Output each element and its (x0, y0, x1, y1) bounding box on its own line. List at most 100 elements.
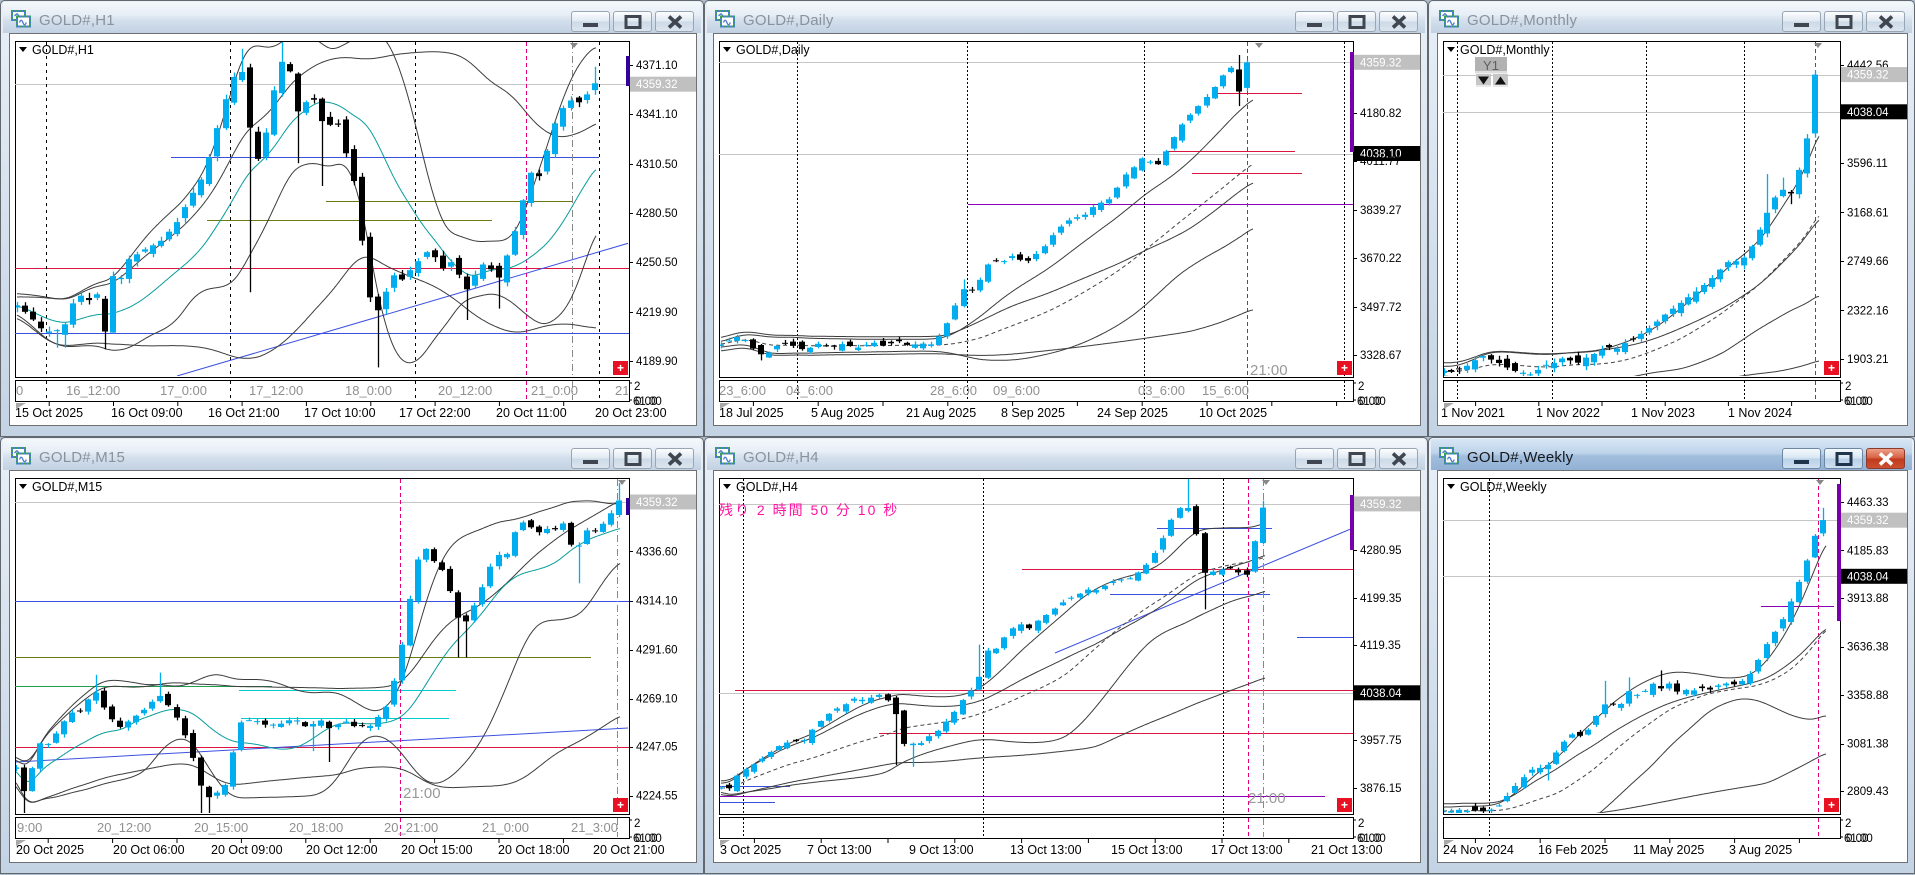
svg-text:0: 0 (16, 383, 23, 398)
svg-text:13 Oct 13:00: 13 Oct 13:00 (1010, 843, 1082, 857)
svg-text:1 Nov 2022: 1 Nov 2022 (1536, 406, 1600, 420)
svg-text:3328.67: 3328.67 (1360, 350, 1402, 362)
svg-text:+: + (1828, 798, 1835, 812)
svg-text:10 Oct 2025: 10 Oct 2025 (1199, 406, 1267, 420)
svg-text:11 May 2025: 11 May 2025 (1633, 843, 1704, 857)
svg-text:3636.38: 3636.38 (1847, 642, 1889, 654)
svg-text:16_12:00: 16_12:00 (66, 383, 120, 398)
svg-text:4359.32: 4359.32 (1360, 499, 1402, 511)
svg-text:4011.77: 4011.77 (1360, 156, 1401, 168)
svg-text:21:00: 21:00 (403, 785, 441, 802)
svg-text:20_12:00: 20_12:00 (438, 383, 492, 398)
svg-text:20 Oct 15:00: 20 Oct 15:00 (401, 843, 473, 857)
svg-text:1 Nov 2023: 1 Nov 2023 (1631, 406, 1695, 420)
svg-text:24 Sep 2025: 24 Sep 2025 (1097, 406, 1168, 420)
svg-text:4359.32: 4359.32 (1847, 515, 1889, 527)
svg-text:Y1: Y1 (1483, 58, 1499, 73)
svg-text:3497.72: 3497.72 (1360, 302, 1402, 314)
svg-text:GOLD#,Weekly: GOLD#,Weekly (1460, 480, 1547, 494)
svg-text:2: 2 (1845, 818, 1851, 830)
svg-text:16 Feb 2025: 16 Feb 2025 (1538, 843, 1608, 857)
svg-text:0.00: 0.00 (1359, 396, 1381, 408)
svg-text:GOLD#,M15: GOLD#,M15 (32, 480, 102, 494)
svg-text:4038.04: 4038.04 (1847, 107, 1889, 119)
svg-text:17_0:00: 17_0:00 (160, 383, 207, 398)
svg-text:61.00: 61.00 (633, 833, 662, 845)
svg-text:18_0:00: 18_0:00 (345, 383, 392, 398)
svg-text:20 Oct 23:00: 20 Oct 23:00 (595, 406, 667, 420)
svg-text:17_12:00: 17_12:00 (249, 383, 303, 398)
svg-text:4336.60: 4336.60 (636, 547, 678, 559)
svg-text:4291.60: 4291.60 (636, 645, 678, 657)
svg-text:20 Oct 21:00: 20 Oct 21:00 (593, 843, 665, 857)
svg-text:15 Oct 13:00: 15 Oct 13:00 (1111, 843, 1183, 857)
svg-text:61.00: 61.00 (1357, 396, 1386, 408)
svg-text:5 Aug 2025: 5 Aug 2025 (811, 406, 874, 420)
svg-text:+: + (617, 361, 624, 375)
svg-text:18 Jul 2025: 18 Jul 2025 (719, 406, 784, 420)
svg-text:GOLD#,H1: GOLD#,H1 (32, 43, 94, 57)
svg-text:4310.50: 4310.50 (636, 159, 678, 171)
svg-text:09_6:00: 09_6:00 (993, 383, 1040, 398)
svg-text:2: 2 (1845, 381, 1851, 393)
svg-text:4269.10: 4269.10 (636, 694, 678, 706)
svg-text:4371.10: 4371.10 (636, 60, 678, 72)
svg-text:20 Oct 11:00: 20 Oct 11:00 (496, 406, 567, 420)
svg-text:20 Oct 12:00: 20 Oct 12:00 (306, 843, 378, 857)
svg-text:21 Oct 13:00: 21 Oct 13:00 (1311, 843, 1383, 857)
svg-text:16 Oct 09:00: 16 Oct 09:00 (111, 406, 183, 420)
svg-text:4250.50: 4250.50 (636, 257, 678, 269)
svg-text:2749.66: 2749.66 (1847, 256, 1889, 268)
svg-text:7 Oct 13:00: 7 Oct 13:00 (807, 843, 872, 857)
svg-text:20_12:00: 20_12:00 (97, 820, 151, 835)
svg-text:4359.32: 4359.32 (636, 497, 678, 509)
svg-text:3081.38: 3081.38 (1847, 739, 1889, 751)
svg-text:16 Oct 21:00: 16 Oct 21:00 (208, 406, 280, 420)
svg-text:0.00: 0.00 (635, 396, 657, 408)
svg-text:0.00: 0.00 (1846, 833, 1868, 845)
svg-text:9:00: 9:00 (17, 820, 42, 835)
svg-text:3 Aug 2025: 3 Aug 2025 (1729, 843, 1792, 857)
svg-text:61.00: 61.00 (1844, 396, 1873, 408)
svg-text:04_6:00: 04_6:00 (786, 383, 833, 398)
svg-text:2: 2 (634, 381, 640, 393)
svg-text:4247.05: 4247.05 (636, 742, 678, 754)
svg-text:2322.16: 2322.16 (1847, 306, 1889, 318)
svg-text:3876.15: 3876.15 (1360, 783, 1402, 795)
svg-text:4314.10: 4314.10 (636, 596, 678, 608)
svg-text:20 Oct 09:00: 20 Oct 09:00 (211, 843, 283, 857)
svg-text:1903.21: 1903.21 (1847, 354, 1889, 366)
svg-text:4038.10: 4038.10 (1360, 149, 1402, 161)
svg-text:15 Oct 2025: 15 Oct 2025 (15, 406, 83, 420)
svg-text:3 Oct 2025: 3 Oct 2025 (720, 843, 781, 857)
svg-text:0.00: 0.00 (635, 833, 657, 845)
svg-text:4280.95: 4280.95 (1360, 545, 1402, 557)
svg-text:+: + (1341, 361, 1348, 375)
svg-text:28_6:00: 28_6:00 (930, 383, 977, 398)
svg-text:21_0:00: 21_0:00 (531, 383, 578, 398)
svg-text:20_15:00: 20_15:00 (194, 820, 248, 835)
svg-text:3913.88: 3913.88 (1847, 593, 1889, 605)
svg-text:GOLD#,Daily: GOLD#,Daily (736, 43, 810, 57)
svg-text:4224.55: 4224.55 (636, 791, 678, 803)
svg-text:4341.10: 4341.10 (636, 109, 678, 121)
svg-text:GOLD#,H4: GOLD#,H4 (736, 480, 798, 494)
svg-text:1 Nov 2024: 1 Nov 2024 (1728, 406, 1792, 420)
svg-text:4463.33: 4463.33 (1847, 497, 1889, 509)
svg-text:4180.82: 4180.82 (1360, 108, 1402, 120)
svg-text:21 Aug 2025: 21 Aug 2025 (906, 406, 976, 420)
svg-text:2809.43: 2809.43 (1847, 786, 1889, 798)
svg-text:4359.32: 4359.32 (1847, 70, 1889, 82)
svg-text:4280.50: 4280.50 (636, 208, 678, 220)
svg-text:9 Oct 13:00: 9 Oct 13:00 (909, 843, 974, 857)
svg-text:3839.27: 3839.27 (1360, 205, 1402, 217)
svg-text:3168.61: 3168.61 (1847, 208, 1889, 220)
svg-text:23_6:00: 23_6:00 (719, 383, 766, 398)
svg-text:3358.88: 3358.88 (1847, 690, 1889, 702)
svg-text:17 Oct 13:00: 17 Oct 13:00 (1211, 843, 1283, 857)
svg-text:4359.32: 4359.32 (636, 79, 678, 91)
svg-text:17 Oct 10:00: 17 Oct 10:00 (304, 406, 376, 420)
svg-text:4038.04: 4038.04 (1360, 688, 1402, 700)
svg-text:4199.35: 4199.35 (1360, 593, 1402, 605)
svg-text:20 Oct 06:00: 20 Oct 06:00 (113, 843, 185, 857)
